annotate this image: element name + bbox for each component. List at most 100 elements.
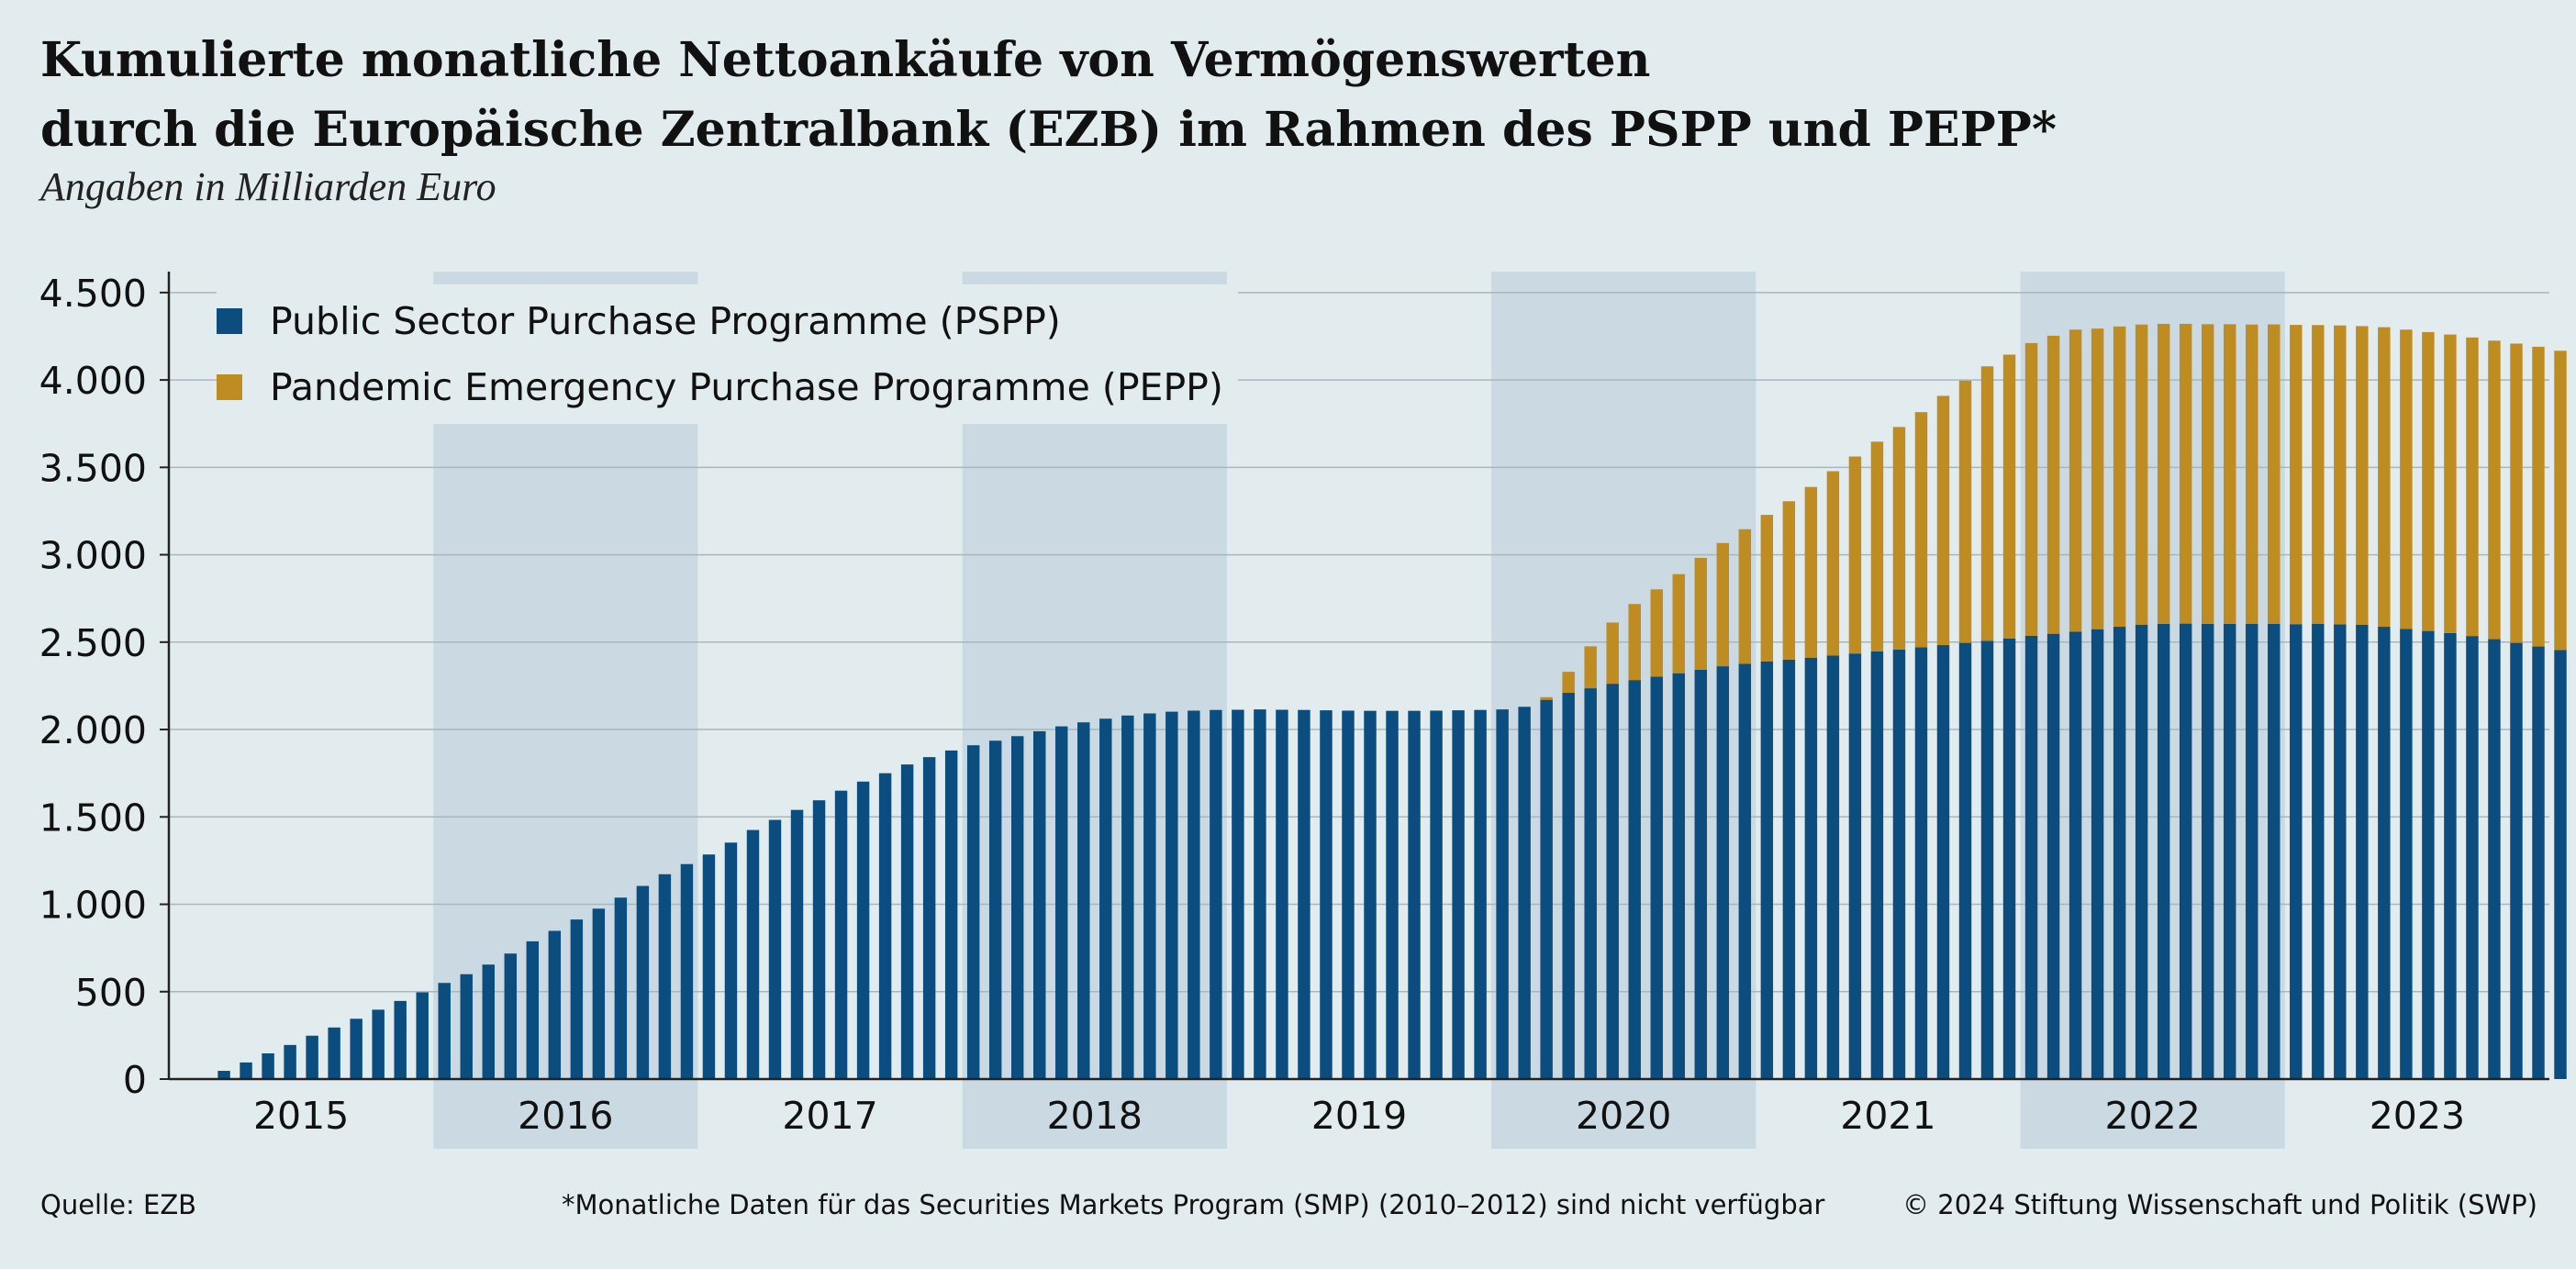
bar-pspp: [460, 974, 473, 1079]
bar-pepp: [2224, 324, 2236, 624]
bar-pspp: [1188, 710, 1200, 1079]
bar-pspp: [2201, 623, 2214, 1079]
bar-pepp: [2400, 329, 2413, 629]
bar-pepp: [2046, 335, 2060, 634]
bar-pspp: [1738, 663, 1752, 1079]
bar-pepp: [2002, 354, 2016, 639]
bar-pspp: [1892, 649, 1906, 1079]
y-tick-label: 4.500: [39, 272, 147, 316]
bar-pepp: [2554, 351, 2567, 651]
bar-pspp: [438, 983, 451, 1079]
bar-pspp: [306, 1035, 318, 1079]
bar-pspp: [768, 819, 782, 1079]
bar-pspp: [636, 885, 650, 1079]
bar-pepp: [1804, 486, 1818, 658]
bar-pspp: [1055, 726, 1068, 1079]
y-tick-label: 500: [75, 971, 147, 1015]
bar-pspp: [2554, 650, 2567, 1079]
bar-pspp: [592, 908, 606, 1079]
bar-pspp: [1408, 710, 1421, 1079]
x-tick-label-2015: 2015: [253, 1094, 349, 1138]
bar-pspp: [2113, 627, 2126, 1079]
bar-pspp: [1364, 710, 1377, 1079]
bar-pspp: [1716, 666, 1730, 1079]
x-tick-label-2017: 2017: [782, 1094, 877, 1138]
bar-pspp: [2334, 624, 2347, 1079]
y-tick-label: 3.500: [39, 446, 147, 490]
title-line-2: durch die Europäische Zentralbank (EZB) …: [40, 102, 2057, 158]
bar-pspp: [944, 750, 958, 1079]
bar-pspp: [746, 829, 760, 1079]
year-band-2022: [2020, 272, 2285, 1149]
x-axis-labels: 2015 2016 2017 2018 2019 2020 2021 2022 2023: [253, 1094, 2465, 1138]
axes: [160, 272, 2549, 1081]
bar-pspp: [1958, 642, 1972, 1079]
x-tick-label-2019: 2019: [1311, 1094, 1407, 1138]
bar-pspp: [966, 745, 980, 1079]
bar-pspp: [2532, 646, 2545, 1079]
bar-pepp: [2268, 324, 2280, 624]
bar-pepp: [2510, 343, 2523, 643]
bar-pspp: [1672, 673, 1685, 1079]
legend-item-pepp: Pandemic Emergency Purchase Programme (P…: [217, 354, 1223, 420]
bar-pspp: [1033, 730, 1046, 1079]
footnote: *Monatliche Daten für das Securities Mar…: [562, 1189, 1825, 1220]
source-note: Quelle: EZB: [40, 1189, 197, 1220]
bar-pepp: [2488, 340, 2501, 640]
bar-pspp: [2444, 632, 2457, 1079]
bar-pspp: [1562, 693, 1575, 1079]
bar-pspp: [2268, 623, 2280, 1079]
bar-pspp: [1165, 711, 1178, 1079]
bar-pspp: [922, 757, 936, 1079]
bar-pspp: [1782, 659, 1796, 1079]
bar-pspp: [2179, 623, 2192, 1079]
bar-pspp: [2422, 630, 2435, 1079]
y-tick-label: 0: [123, 1058, 147, 1102]
bar-pepp: [1606, 622, 1619, 685]
bar-pspp: [1342, 710, 1355, 1079]
bar-pspp: [1320, 710, 1333, 1079]
bar-pspp: [1870, 651, 1884, 1079]
bar-pepp: [1650, 589, 1663, 677]
bar-pepp: [2157, 323, 2170, 624]
bar-pepp: [1716, 542, 1730, 667]
bar-pspp: [526, 941, 540, 1079]
bar-pepp: [1980, 366, 1994, 641]
bar-pepp: [1958, 380, 1972, 643]
bar-pspp: [1010, 736, 1024, 1079]
bar-pspp: [2002, 639, 2016, 1079]
bar-pspp: [878, 773, 892, 1079]
bar-pspp: [1496, 709, 1509, 1079]
legend-label-pspp: Public Sector Purchase Programme (PSPP): [270, 299, 1061, 343]
bar-pspp: [1826, 655, 1840, 1079]
bar-pepp: [1760, 515, 1774, 662]
copyright: © 2024 Stiftung Wissenschaft und Politik…: [1902, 1189, 2537, 1220]
y-tick-label: 3.000: [39, 534, 147, 578]
legend-item-pspp: Public Sector Purchase Programme (PSPP): [217, 288, 1223, 354]
bar-pepp: [2334, 325, 2347, 625]
bar-pepp: [2290, 325, 2303, 625]
y-tick-label: 1.000: [39, 884, 147, 928]
bar-pspp: [1606, 684, 1619, 1079]
bar-pspp: [504, 953, 518, 1079]
bar-pspp: [570, 919, 584, 1079]
bar-pspp: [217, 1071, 230, 1079]
y-tick-label: 4.000: [39, 359, 147, 403]
bar-pspp: [2091, 629, 2104, 1079]
bar-pepp: [2422, 331, 2435, 631]
bar-pepp: [1826, 471, 1840, 656]
chart-subtitle: Angaben in Milliarden Euro: [40, 164, 496, 209]
bar-pspp: [1232, 709, 1244, 1079]
legend-label-pepp: Pandemic Emergency Purchase Programme (P…: [270, 365, 1223, 409]
bar-pepp: [2356, 326, 2369, 625]
bar-pepp: [1848, 456, 1862, 654]
bar-pspp: [1980, 640, 1994, 1079]
bar-pepp: [2069, 329, 2082, 632]
bar-pspp: [2466, 636, 2479, 1079]
bar-pspp: [1650, 676, 1663, 1079]
bar-pspp: [372, 1009, 385, 1079]
bar-pspp: [1584, 688, 1597, 1079]
bar-pepp: [1672, 573, 1685, 673]
bar-pspp: [2246, 624, 2258, 1079]
bar-pspp: [988, 740, 1002, 1079]
